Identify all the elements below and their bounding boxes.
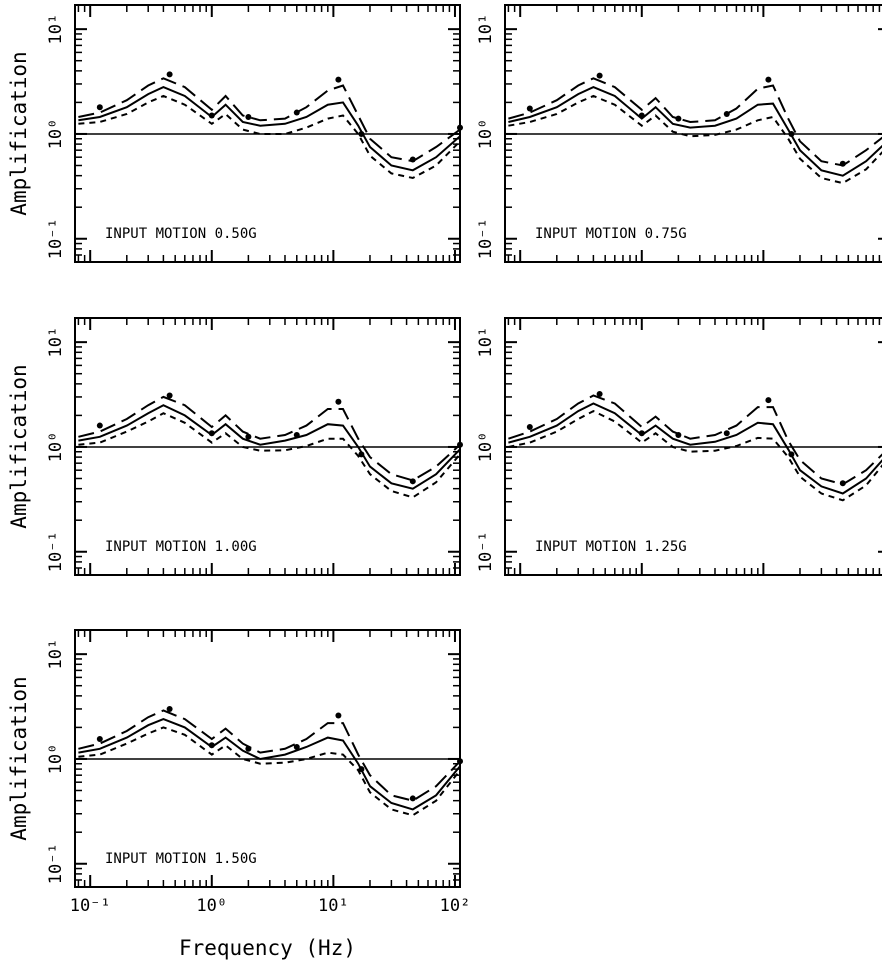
data-line bbox=[78, 395, 461, 482]
data-point bbox=[208, 430, 215, 437]
data-line bbox=[78, 726, 461, 817]
annotation: INPUT MOTION 0.50G bbox=[105, 226, 257, 242]
x-tick-label: 10⁻¹ bbox=[70, 896, 111, 916]
y-tick-label: 10⁰ bbox=[46, 744, 66, 775]
y-tick-label: 10⁻¹ bbox=[46, 843, 66, 884]
data-line bbox=[508, 394, 882, 486]
data-point bbox=[409, 478, 416, 485]
annotation: INPUT MOTION 1.50G bbox=[105, 851, 257, 867]
y-tick-label: 10⁻¹ bbox=[46, 218, 66, 259]
y-axis-title: Amplification bbox=[7, 364, 31, 528]
data-point bbox=[358, 451, 365, 458]
data-point bbox=[526, 424, 533, 431]
data-point bbox=[96, 104, 103, 111]
data-point bbox=[457, 441, 463, 448]
y-tick-label: 10⁰ bbox=[46, 432, 66, 463]
data-point bbox=[245, 745, 252, 752]
data-point bbox=[638, 112, 645, 119]
data-point bbox=[96, 422, 103, 429]
panel: 10⁻¹ 10⁰ 10¹ INPUT MOTION 0.50G Amplificatio… bbox=[7, 4, 463, 263]
data-point bbox=[457, 124, 463, 131]
y-tick-label: 10¹ bbox=[46, 14, 66, 45]
data-point bbox=[358, 766, 365, 773]
data-line bbox=[508, 402, 882, 495]
data-point bbox=[166, 392, 173, 399]
x-tick-label: 10² bbox=[440, 896, 471, 916]
data-point bbox=[409, 795, 416, 802]
data-point bbox=[839, 480, 846, 487]
data-point bbox=[245, 114, 252, 121]
data-line bbox=[508, 86, 882, 177]
annotation: INPUT MOTION 1.25G bbox=[535, 539, 687, 555]
data-point bbox=[335, 712, 342, 719]
data-point bbox=[675, 432, 682, 439]
data-line bbox=[78, 94, 461, 180]
data-point bbox=[765, 397, 772, 404]
data-point bbox=[526, 105, 533, 112]
data-point bbox=[166, 71, 173, 78]
data-line bbox=[78, 718, 461, 811]
y-tick-label: 10⁻¹ bbox=[476, 531, 496, 572]
data-point bbox=[409, 156, 416, 163]
y-tick-label: 10⁰ bbox=[476, 119, 496, 150]
data-point bbox=[839, 160, 846, 167]
data-line bbox=[78, 77, 461, 163]
data-point bbox=[723, 111, 730, 118]
panel: 10⁻¹ 10⁰ 10¹ 10² 10⁻¹ 10⁰ 10¹ INPUT MOTION 1.50… bbox=[7, 629, 471, 960]
y-tick-label: 10¹ bbox=[46, 639, 66, 670]
annotation: INPUT MOTION 0.75G bbox=[535, 226, 687, 242]
data-point bbox=[457, 758, 463, 765]
data-line bbox=[508, 409, 882, 502]
y-tick-label: 10¹ bbox=[476, 14, 496, 45]
panel: 10⁻¹ 10⁰ 10¹ INPUT MOTION 1.25G bbox=[476, 317, 882, 576]
data-point bbox=[596, 72, 603, 79]
data-line bbox=[508, 77, 882, 167]
data-point bbox=[638, 430, 645, 437]
x-tick-label: 10¹ bbox=[318, 896, 349, 916]
data-point bbox=[788, 451, 795, 458]
x-axis-title: Frequency (Hz) bbox=[179, 936, 356, 960]
data-line bbox=[78, 412, 461, 499]
data-point bbox=[293, 109, 300, 116]
data-point bbox=[245, 433, 252, 440]
y-tick-label: 10⁰ bbox=[46, 119, 66, 150]
data-line bbox=[78, 404, 461, 490]
data-point bbox=[358, 130, 365, 137]
data-point bbox=[675, 115, 682, 122]
data-point bbox=[166, 705, 173, 712]
panel: 10⁻¹ 10⁰ 10¹ INPUT MOTION 0.75G bbox=[476, 4, 882, 263]
y-axis-title: Amplification bbox=[7, 676, 31, 840]
y-tick-label: 10¹ bbox=[46, 327, 66, 358]
data-point bbox=[788, 130, 795, 137]
data-line bbox=[78, 709, 461, 802]
data-point bbox=[596, 391, 603, 398]
data-point bbox=[723, 430, 730, 437]
x-tick-label: 10⁰ bbox=[196, 896, 227, 916]
data-line bbox=[78, 86, 461, 172]
data-point bbox=[96, 736, 103, 743]
data-point bbox=[208, 742, 215, 749]
data-point bbox=[293, 744, 300, 751]
annotation: INPUT MOTION 1.00G bbox=[105, 539, 257, 555]
data-point bbox=[208, 112, 215, 119]
data-point bbox=[335, 398, 342, 405]
data-point bbox=[765, 76, 772, 83]
y-tick-label: 10¹ bbox=[476, 327, 496, 358]
y-tick-label: 10⁰ bbox=[476, 432, 496, 463]
y-axis-title: Amplification bbox=[7, 51, 31, 215]
data-line bbox=[508, 94, 882, 185]
y-tick-label: 10⁻¹ bbox=[476, 218, 496, 259]
y-tick-label: 10⁻¹ bbox=[46, 531, 66, 572]
data-point bbox=[335, 76, 342, 83]
data-point bbox=[293, 432, 300, 439]
panel: 10⁻¹ 10⁰ 10¹ INPUT MOTION 1.00G Amplificatio… bbox=[7, 317, 463, 576]
